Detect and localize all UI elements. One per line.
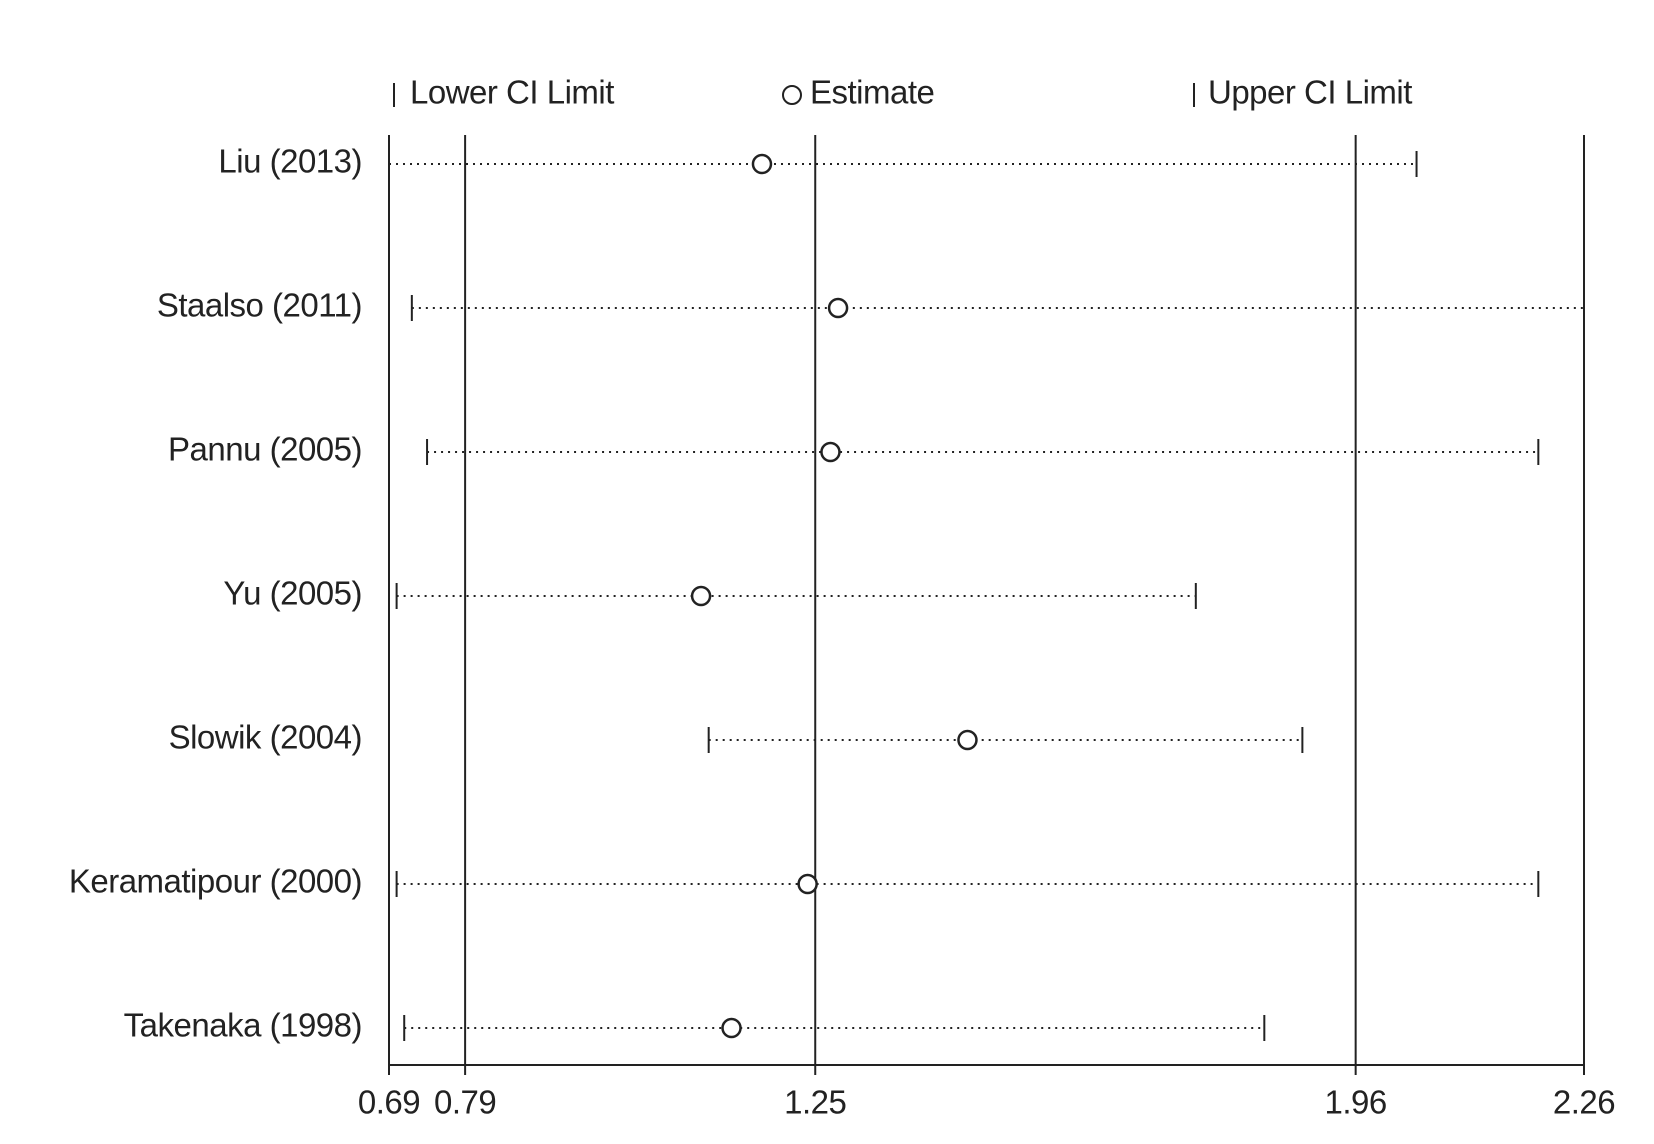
estimate: [820, 441, 841, 463]
estimate: [827, 297, 849, 319]
category-label: Staalso (2011): [157, 287, 362, 324]
estimate: [690, 585, 712, 607]
legend-label: Estimate: [810, 74, 934, 111]
legend-marker: [782, 85, 802, 105]
estimate: [957, 729, 978, 751]
category-label: Yu (2005): [223, 575, 362, 612]
x-tick-label: 1.96: [1325, 1084, 1387, 1121]
x-tick-label: 0.79: [434, 1084, 496, 1121]
legend-label: Upper CI Limit: [1208, 74, 1412, 111]
estimate: [797, 873, 818, 895]
estimate: [751, 153, 773, 175]
category-label: Slowik (2004): [169, 719, 362, 756]
category-label: Pannu (2005): [168, 431, 362, 468]
estimate: [721, 1017, 742, 1039]
category-label: Liu (2013): [218, 143, 362, 180]
legend-label: Lower CI Limit: [410, 74, 614, 111]
x-tick-label: 1.25: [784, 1084, 846, 1121]
x-tick-label: 0.69: [358, 1084, 420, 1121]
category-label: Takenaka (1998): [124, 1007, 362, 1044]
category-label: Keramatipour (2000): [69, 863, 362, 900]
x-tick-label: 2.26: [1553, 1084, 1615, 1121]
